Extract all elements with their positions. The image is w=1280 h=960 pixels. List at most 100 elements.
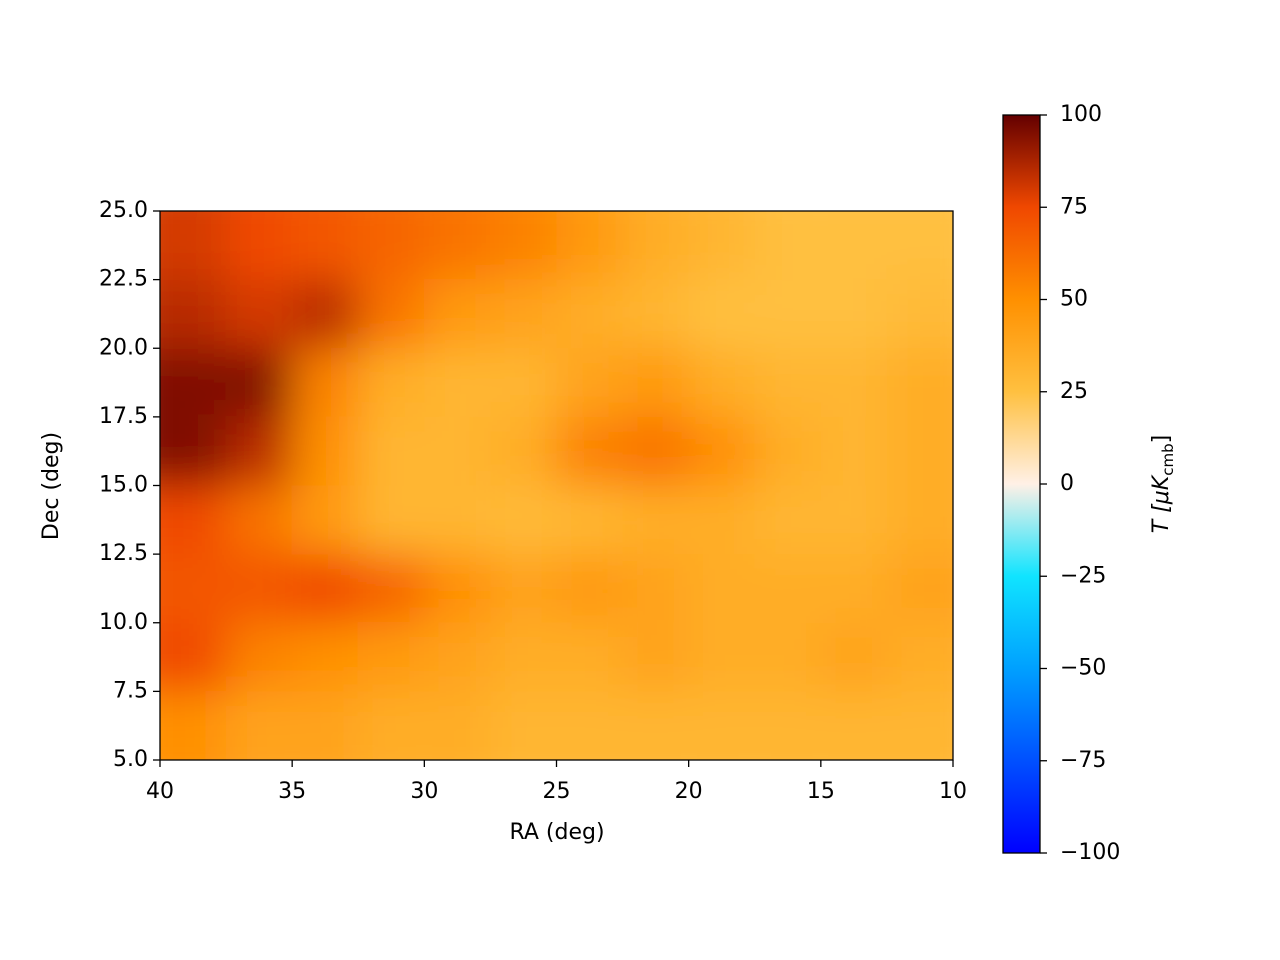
colorbar-tick-label: 50 bbox=[1060, 287, 1088, 312]
y-axis-label: Dec (deg) bbox=[39, 432, 64, 540]
colorbar bbox=[1002, 114, 1041, 854]
heatmap-cell bbox=[292, 348, 359, 417]
heatmap-cell bbox=[886, 554, 953, 623]
heatmap-cell bbox=[886, 691, 953, 760]
heatmap-cell bbox=[490, 211, 557, 280]
heatmap-cell bbox=[886, 211, 953, 280]
heatmap-cell bbox=[820, 348, 887, 417]
heatmap-cell bbox=[226, 554, 293, 623]
heatmap-cell bbox=[160, 622, 227, 692]
heatmap-cell bbox=[622, 279, 689, 349]
heatmap-cell bbox=[424, 622, 491, 692]
heatmap-cell bbox=[226, 485, 293, 555]
heatmap-cell bbox=[688, 348, 755, 417]
heatmap-cell bbox=[820, 279, 887, 349]
heatmap-cell bbox=[160, 348, 227, 417]
heatmap-cell bbox=[490, 691, 557, 760]
heatmap-cell bbox=[622, 211, 689, 280]
heatmap-cell bbox=[556, 348, 623, 417]
x-axis-label: RA (deg) bbox=[509, 820, 604, 845]
heatmap-cell bbox=[556, 211, 623, 280]
heatmap-cell bbox=[754, 622, 821, 692]
heatmap-cell bbox=[688, 622, 755, 692]
heatmap-cell bbox=[556, 485, 623, 555]
heatmap-cell bbox=[292, 554, 359, 623]
heatmap-cell bbox=[820, 416, 887, 486]
heatmap-cell bbox=[886, 416, 953, 486]
heatmap-cell bbox=[424, 554, 491, 623]
heatmap-cell bbox=[886, 279, 953, 349]
y-tick-label: 17.5 bbox=[99, 404, 148, 429]
y-tick-label: 25.0 bbox=[99, 198, 148, 223]
heatmap-cell bbox=[160, 279, 227, 349]
heatmap-cell bbox=[820, 691, 887, 760]
heatmap-cell bbox=[556, 279, 623, 349]
heatmap-cell bbox=[820, 211, 887, 280]
heatmap-cell bbox=[622, 691, 689, 760]
heatmap-cell bbox=[556, 554, 623, 623]
heatmap-cell bbox=[226, 416, 293, 486]
heatmap-cell bbox=[160, 211, 227, 280]
heatmap-cell bbox=[226, 348, 293, 417]
heatmap-cell bbox=[490, 416, 557, 486]
heatmap-cell bbox=[490, 279, 557, 349]
colorbar-label: T [μKcmb] bbox=[1149, 435, 1177, 533]
heatmap-cell bbox=[556, 691, 623, 760]
heatmap-cell bbox=[820, 485, 887, 555]
heatmap-cell bbox=[886, 622, 953, 692]
heatmap-cell bbox=[292, 622, 359, 692]
heatmap-cell bbox=[754, 691, 821, 760]
heatmap-cell bbox=[622, 416, 689, 486]
heatmap-cell bbox=[622, 348, 689, 417]
heatmap-cell bbox=[358, 485, 425, 555]
colorbar-tick-label: 25 bbox=[1060, 379, 1088, 404]
heatmap-cell bbox=[754, 279, 821, 349]
x-tick-label: 25 bbox=[543, 779, 571, 804]
y-tick-label: 5.0 bbox=[113, 747, 148, 772]
heatmap-cell bbox=[358, 416, 425, 486]
heatmap-cell bbox=[754, 348, 821, 417]
heatmap-cell bbox=[292, 211, 359, 280]
heatmap-cell bbox=[292, 691, 359, 760]
heatmap-cell bbox=[490, 554, 557, 623]
heatmap-cell bbox=[490, 622, 557, 692]
heatmap-cell bbox=[292, 279, 359, 349]
colorbar-tick-label: −75 bbox=[1060, 748, 1106, 773]
colorbar-tick-label: −25 bbox=[1060, 563, 1106, 588]
y-tick-label: 12.5 bbox=[99, 541, 148, 566]
heatmap-cell bbox=[688, 211, 755, 280]
colorbar-label-main: T [μK bbox=[1149, 474, 1174, 533]
heatmap-cell bbox=[424, 279, 491, 349]
heatmap-cell bbox=[688, 691, 755, 760]
heatmap-cell bbox=[358, 554, 425, 623]
heatmap-cell bbox=[886, 485, 953, 555]
y-tick-label: 20.0 bbox=[99, 335, 148, 360]
heatmap-cell bbox=[754, 416, 821, 486]
heatmap-cell bbox=[424, 348, 491, 417]
heatmap-cell bbox=[160, 485, 227, 555]
heatmap-cell bbox=[424, 211, 491, 280]
heatmap-cell bbox=[688, 554, 755, 623]
heatmap-cell bbox=[358, 348, 425, 417]
heatmap-cell bbox=[688, 485, 755, 555]
y-tick-label: 22.5 bbox=[99, 267, 148, 292]
heatmap bbox=[160, 211, 953, 760]
colorbar-label-end: ] bbox=[1149, 435, 1174, 444]
y-tick-label: 15.0 bbox=[99, 473, 148, 498]
heatmap-cell bbox=[622, 554, 689, 623]
heatmap-cell bbox=[160, 416, 227, 486]
x-tick-label: 15 bbox=[807, 779, 835, 804]
heatmap-cell bbox=[688, 416, 755, 486]
heatmap-cell bbox=[490, 348, 557, 417]
heatmap-cell bbox=[292, 485, 359, 555]
heatmap-cell bbox=[358, 211, 425, 280]
colorbar-tick-label: −100 bbox=[1060, 840, 1120, 865]
colorbar-tick-label: 100 bbox=[1060, 102, 1102, 127]
heatmap-cell bbox=[358, 279, 425, 349]
heatmap-cell bbox=[226, 691, 293, 760]
heatmap-cell bbox=[754, 485, 821, 555]
heatmap-cell bbox=[820, 554, 887, 623]
heatmap-cell bbox=[160, 554, 227, 623]
colorbar-tick-label: 75 bbox=[1060, 194, 1088, 219]
